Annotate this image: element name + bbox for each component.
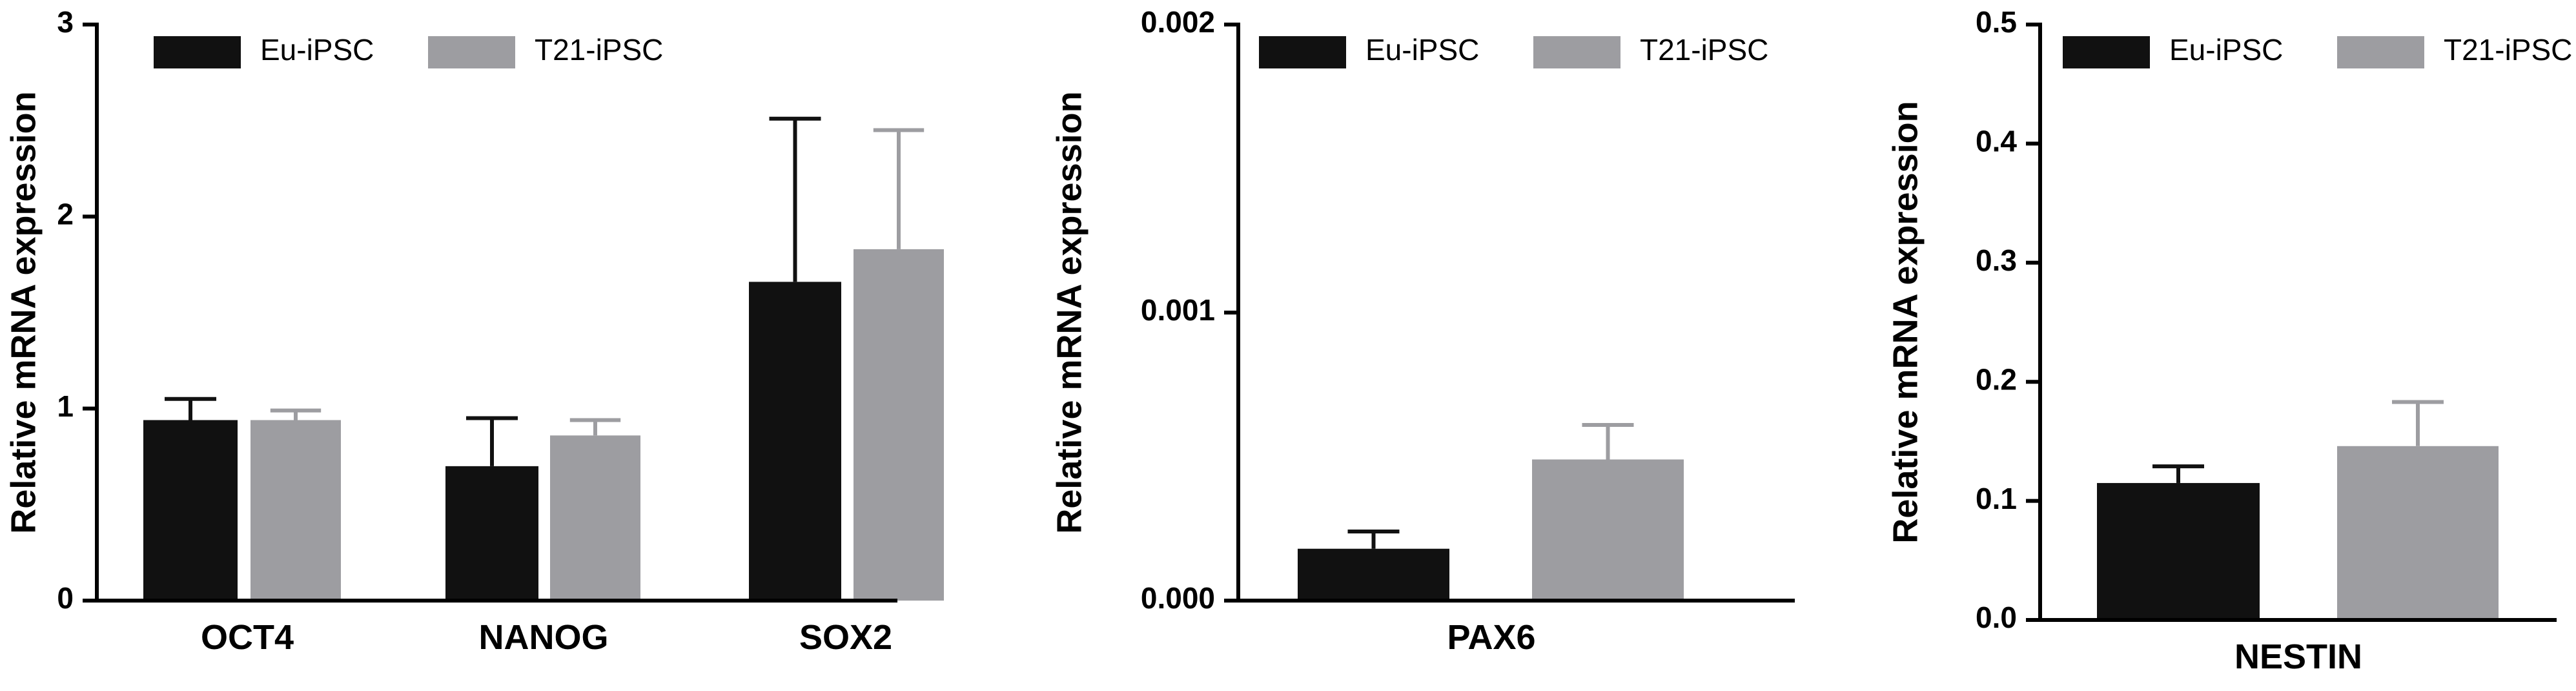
legend-swatch: [1533, 36, 1620, 68]
bar-oct4-t21-ipsc: [250, 420, 341, 601]
legend-label: T21-iPSC: [535, 33, 663, 67]
legend-swatch: [1259, 36, 1346, 68]
y-tick-label: 1: [57, 389, 74, 423]
y-tick-label: 0.5: [1976, 5, 2017, 39]
legend-label: T21-iPSC: [2444, 33, 2572, 67]
x-tick-label: SOX2: [799, 618, 892, 657]
legend-label: Eu-iPSC: [2169, 33, 2283, 67]
bar-oct4-eu-ipsc: [143, 420, 238, 601]
chart-panel-3: Relative mRNA expression 0.0 0.1 0.2 0.3 0.4 0…: [1886, 5, 2572, 676]
legend-swatch: [428, 36, 515, 68]
legend-label: Eu-iPSC: [1365, 33, 1479, 67]
y-tick-label: 0: [57, 581, 74, 615]
y-tick-label: 2: [57, 197, 74, 231]
x-tick-label: PAX6: [1447, 618, 1535, 657]
y-tick-label: 0.001: [1141, 293, 1215, 327]
bar-nestin-t21-ipsc: [2337, 446, 2499, 620]
bar-nestin-eu-ipsc: [2097, 482, 2260, 620]
y-axis-title: Relative mRNA expression: [1050, 91, 1089, 533]
bar-sox2-t21-ipsc: [854, 249, 944, 601]
y-axis-title: Relative mRNA expression: [1886, 101, 1925, 543]
y-tick-label: 0.1: [1976, 482, 2017, 515]
x-tick-label: NANOG: [479, 618, 609, 657]
bar-pax6-eu-ipsc: [1298, 548, 1449, 601]
legend-swatch: [2337, 36, 2424, 68]
y-tick-label: 3: [57, 5, 74, 39]
chart-panel-2: Relative mRNA expression 0.000 0.001 0.002 P…: [1050, 5, 1795, 657]
y-tick-label: 0.3: [1976, 243, 2017, 277]
y-tick-label: 0.0: [1976, 601, 2017, 634]
y-axis-title: Relative mRNA expression: [4, 91, 43, 533]
y-tick-label: 0.2: [1976, 362, 2017, 396]
legend: Eu-iPSC T21-iPSC: [154, 33, 663, 68]
bar-nanog-eu-ipsc: [445, 466, 538, 601]
legend-label: T21-iPSC: [1640, 33, 1768, 67]
x-tick-label: OCT4: [201, 618, 294, 657]
bar-nanog-t21-ipsc: [550, 435, 640, 601]
chart-panel-1: Relative mRNA expression 0 1 2 3 OCT4 NANOG SOX…: [4, 5, 944, 657]
legend-swatch: [2063, 36, 2150, 68]
x-tick-label: NESTIN: [2234, 637, 2362, 676]
y-tick-label: 0.002: [1141, 5, 1215, 39]
legend: Eu-iPSC T21-iPSC: [1259, 33, 1768, 68]
y-tick-label: 0.4: [1976, 125, 2017, 158]
legend: Eu-iPSC T21-iPSC: [2063, 33, 2572, 68]
y-tick-label: 0.000: [1141, 581, 1215, 615]
legend-label: Eu-iPSC: [260, 33, 374, 67]
bar-sox2-eu-ipsc: [749, 282, 841, 601]
bar-pax6-t21-ipsc: [1532, 459, 1684, 601]
legend-swatch: [154, 36, 241, 68]
